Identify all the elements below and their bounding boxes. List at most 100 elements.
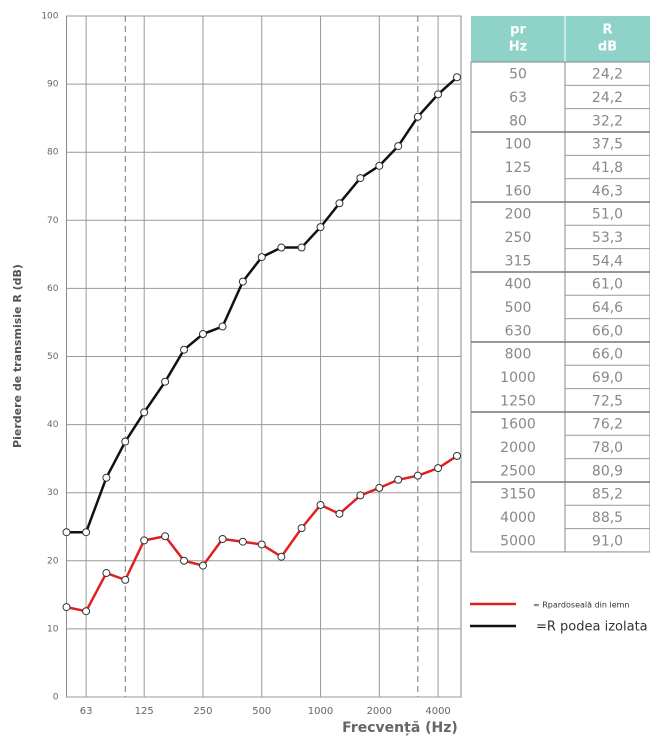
point [257, 253, 266, 262]
y-tick-label: 10 [47, 624, 59, 634]
x-tick-label: 500 [252, 706, 271, 717]
table-cell: 2500 [500, 463, 536, 479]
point [102, 473, 111, 482]
legend-label: =R podea izolata [536, 620, 648, 635]
point [453, 451, 461, 460]
table-cell: 80 [509, 113, 527, 129]
y-tick-label: 80 [47, 148, 59, 158]
table-cell: 41,8 [592, 160, 623, 176]
point [121, 575, 130, 584]
point [238, 277, 247, 286]
point [394, 142, 403, 151]
point [375, 161, 384, 170]
point [180, 345, 189, 354]
table-cell: 400 [505, 277, 532, 293]
x-axis-title: Frecvență (Hz) [342, 720, 458, 736]
point [238, 537, 247, 546]
table-cell: 50 [509, 67, 527, 83]
table-cell: 53,3 [592, 230, 623, 246]
point [413, 471, 422, 480]
point [82, 528, 91, 537]
x-tick-label: 4000 [425, 706, 450, 717]
table-cell: 4000 [500, 510, 536, 526]
point [121, 437, 130, 446]
table-cell: 315 [505, 253, 532, 269]
table-cell: 100 [505, 137, 532, 153]
table-cell: 1000 [500, 370, 536, 386]
x-tick-label: 63 [80, 706, 93, 717]
table-cell: 63 [509, 90, 527, 106]
table-cell: 88,5 [592, 510, 623, 526]
table-frame [470, 61, 650, 553]
point [102, 569, 111, 578]
y-axis-title: Pierdere de transmisie R (dB) [11, 264, 24, 448]
point [277, 552, 286, 561]
y-tick-label: 30 [47, 488, 59, 498]
point [218, 322, 227, 331]
table-cell: 66,0 [592, 323, 623, 339]
point [198, 330, 207, 339]
table-cell: 200 [505, 207, 532, 223]
point [82, 607, 91, 616]
x-tick-label: 125 [135, 706, 154, 717]
table-cell: 5000 [500, 533, 536, 549]
table-cell: 66,0 [592, 347, 623, 363]
point [356, 491, 365, 500]
table-cell: 51,0 [592, 207, 623, 223]
point [413, 112, 422, 121]
table-cell: 24,2 [592, 67, 623, 83]
point [316, 223, 325, 232]
table-cell: 2000 [500, 440, 536, 456]
point [335, 509, 344, 518]
table-cell: 76,2 [592, 417, 623, 433]
point [198, 561, 207, 570]
table-header-bg [471, 16, 650, 62]
point [257, 540, 266, 549]
point [434, 90, 443, 99]
table-header: R [602, 23, 612, 38]
table-cell: 54,4 [592, 253, 623, 269]
table-cell: 46,3 [592, 183, 623, 199]
y-tick-label: 60 [47, 284, 59, 294]
point [335, 199, 344, 208]
table-cell: 125 [505, 160, 532, 176]
table-cell: 37,5 [592, 137, 623, 153]
table-cell: 64,6 [592, 300, 623, 316]
table-cell: 500 [505, 300, 532, 316]
table-header: Hz [509, 40, 527, 55]
table-cell: 1250 [500, 393, 536, 409]
point [297, 243, 306, 252]
table-cell: 78,0 [592, 440, 623, 456]
table-cell: 800 [505, 347, 532, 363]
legend-label: = Rpardoseală din lemn [533, 601, 630, 610]
table-cell: 630 [505, 323, 532, 339]
table-cell: 1600 [500, 417, 536, 433]
x-tick-label: 2000 [367, 706, 392, 717]
point [62, 528, 71, 537]
table-cell: 85,2 [592, 487, 623, 503]
table-cell: 250 [505, 230, 532, 246]
point [277, 243, 286, 252]
y-tick-label: 100 [41, 12, 58, 22]
x-tick-label: 1000 [308, 706, 333, 717]
y-tick-label: 50 [47, 352, 59, 362]
point [218, 535, 227, 544]
table-cell: 69,0 [592, 370, 623, 386]
y-tick-label: 70 [47, 216, 59, 226]
table-cell: 32,2 [592, 113, 623, 129]
table-cell: 3150 [500, 487, 536, 503]
point [140, 536, 149, 545]
y-tick-label: 90 [47, 80, 59, 90]
point [394, 475, 403, 484]
table-header: dB [598, 40, 617, 55]
y-tick-label: 40 [47, 420, 59, 430]
point [297, 524, 306, 533]
table-cell: 160 [505, 183, 532, 199]
table-header: pr [510, 23, 526, 38]
point [356, 174, 365, 183]
point [161, 377, 170, 386]
point [434, 464, 443, 473]
table-cell: 91,0 [592, 533, 623, 549]
point [180, 556, 189, 565]
